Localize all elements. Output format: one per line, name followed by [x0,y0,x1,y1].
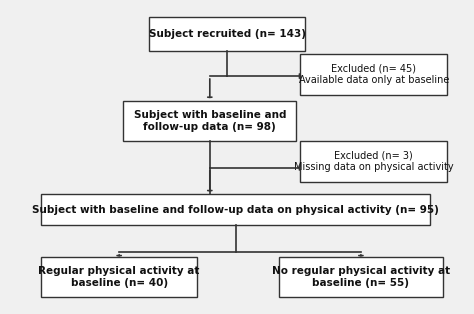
FancyBboxPatch shape [279,257,443,297]
FancyBboxPatch shape [41,194,430,225]
Text: Excluded (n= 45)
Available data only at baseline: Excluded (n= 45) Available data only at … [299,64,449,85]
Text: No regular physical activity at
baseline (n= 55): No regular physical activity at baseline… [272,266,450,288]
FancyBboxPatch shape [123,101,296,141]
FancyBboxPatch shape [41,257,197,297]
Text: Subject with baseline and follow-up data on physical activity (n= 95): Subject with baseline and follow-up data… [32,205,439,215]
FancyBboxPatch shape [301,141,447,182]
Text: Excluded (n= 3)
Missing data on physical activity: Excluded (n= 3) Missing data on physical… [294,151,454,172]
Text: Subject with baseline and
follow-up data (n= 98): Subject with baseline and follow-up data… [134,111,286,132]
Text: Subject recruited (n= 143): Subject recruited (n= 143) [148,29,306,39]
Text: Regular physical activity at
baseline (n= 40): Regular physical activity at baseline (n… [38,266,200,288]
FancyBboxPatch shape [149,17,305,51]
FancyBboxPatch shape [301,54,447,95]
